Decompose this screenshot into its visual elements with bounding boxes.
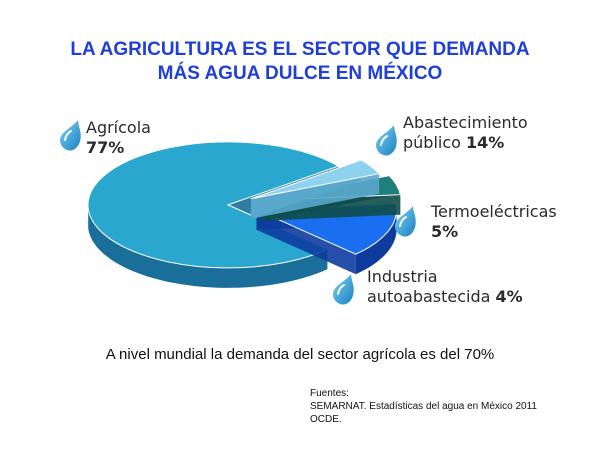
slice-label-name: Termoeléctricas	[430, 202, 557, 221]
water-drop-icon	[376, 125, 397, 156]
water-drop-icon	[333, 274, 354, 305]
slice-label-name: Agrícola	[86, 118, 151, 137]
slice-label-value: 4%	[496, 287, 523, 306]
pie-slice-4	[250, 159, 381, 219]
sources-line-1: SEMARNAT. Estadísticas del agua en Méxic…	[310, 401, 537, 412]
slice-label-name-line-2: autoabastecida 4%	[367, 287, 523, 306]
slice-label-name-line-1: Abastecimiento	[403, 113, 528, 132]
slice-label-value: 14%	[466, 133, 504, 152]
water-drop-icon	[60, 120, 81, 151]
chart-note: A nivel mundial la demanda del sector ag…	[105, 346, 495, 363]
sources: Fuentes: SEMARNAT. Estadísticas del agua…	[310, 387, 537, 426]
sources-line-2: OCDE.	[310, 414, 342, 425]
chart-title: LA AGRICULTURA ES EL SECTOR QUE DEMANDA …	[0, 38, 600, 86]
slice-label-value: 5%	[431, 222, 458, 241]
slice-label-name-line-1: Industria	[367, 267, 438, 286]
water-drop-icon	[395, 206, 416, 237]
slice-label-value: 77%	[86, 138, 124, 157]
title-line-1: LA AGRICULTURA ES EL SECTOR QUE DEMANDA	[70, 39, 530, 60]
slice-label-name-line-2: público 14%	[403, 133, 504, 152]
sources-heading: Fuentes:	[310, 388, 349, 399]
title-line-2: MÁS AGUA DULCE EN MÉXICO	[157, 63, 443, 84]
